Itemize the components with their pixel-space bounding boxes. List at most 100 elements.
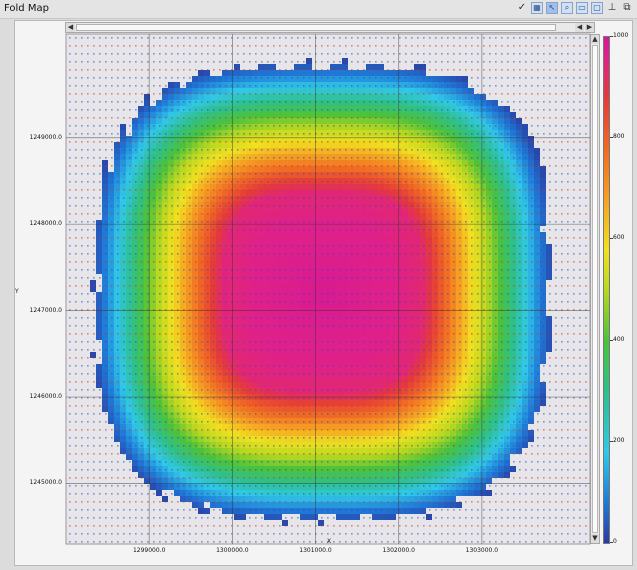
heatmap-cell <box>372 316 378 322</box>
heatmap-cell <box>354 244 360 250</box>
heatmap-cell <box>282 214 288 220</box>
dock-icon[interactable]: ⧉ <box>623 2 631 13</box>
heatmap-cell <box>234 142 240 148</box>
heatmap-cell <box>390 214 396 220</box>
heatmap-cell <box>210 142 216 148</box>
heatmap-cell <box>528 262 534 268</box>
check-icon[interactable]: ✓ <box>517 2 527 13</box>
heatmap-cell <box>420 406 426 412</box>
heatmap-cell <box>192 364 198 370</box>
heatmap-cell <box>432 400 438 406</box>
heatmap-cell <box>312 94 318 100</box>
heatmap-cell <box>216 406 222 412</box>
heatmap-cell <box>384 430 390 436</box>
heatmap-cell <box>414 400 420 406</box>
heatmap-cell <box>498 124 504 130</box>
heatmap-cell <box>156 244 162 250</box>
heatmap-cell <box>480 352 486 358</box>
heatmap-cell <box>210 472 216 478</box>
heatmap-cell <box>360 340 366 346</box>
heatmap-cell <box>366 262 372 268</box>
heatmap-cell <box>366 376 372 382</box>
heatmap-cell <box>414 472 420 478</box>
heatmap-cell <box>384 292 390 298</box>
heatmap-cell <box>150 358 156 364</box>
heatmap-cell <box>258 136 264 142</box>
heatmap-cell <box>132 358 138 364</box>
heatmap-cell <box>438 340 444 346</box>
heatmap-cell <box>402 196 408 202</box>
heatmap-cell <box>132 400 138 406</box>
heatmap-cell <box>258 430 264 436</box>
heatmap-cell <box>420 142 426 148</box>
heatmap-cell <box>474 208 480 214</box>
zoom-icon[interactable]: ⌕ <box>561 2 573 14</box>
vertical-scroll-thumb[interactable] <box>592 45 598 533</box>
select-icon[interactable]: ↖ <box>546 2 558 14</box>
heatmap-cell <box>294 340 300 346</box>
heatmap-cell <box>108 286 114 292</box>
horizontal-scroll-thumb[interactable] <box>76 24 556 31</box>
heatmap-cell <box>234 340 240 346</box>
heatmap-cell <box>354 232 360 238</box>
heatmap-cell <box>198 430 204 436</box>
heatmap-cell <box>240 292 246 298</box>
heatmap-cell <box>420 268 426 274</box>
heatmap-cell <box>264 454 270 460</box>
heatmap-cell <box>240 184 246 190</box>
heatmap-cell <box>330 286 336 292</box>
heatmap-cell <box>438 424 444 430</box>
heatmap-cell <box>318 424 324 430</box>
heatmap-cell <box>450 382 456 388</box>
heatmap-cell <box>240 238 246 244</box>
heatmap-cell <box>498 328 504 334</box>
heatmap-cell <box>456 208 462 214</box>
heatmap-cell <box>492 286 498 292</box>
scroll-up-icon[interactable]: ▲ <box>591 35 599 44</box>
heatmap-cell <box>144 184 150 190</box>
heatmap-cell <box>120 208 126 214</box>
heatmap-cell <box>264 478 270 484</box>
heatmap-cell <box>432 304 438 310</box>
heatmap-cell <box>186 232 192 238</box>
scroll-left-icon[interactable]: ◀ <box>66 23 75 32</box>
heatmap-cell <box>198 232 204 238</box>
heatmap-cell <box>504 286 510 292</box>
heatmap-cell <box>372 190 378 196</box>
heatmap-cell <box>408 424 414 430</box>
heatmap-cell <box>324 430 330 436</box>
scroll-left-end-icon[interactable]: ◀ <box>575 23 584 32</box>
heatmap-cell <box>288 70 294 76</box>
grid-icon[interactable]: ▦ <box>531 2 543 14</box>
heatmap-cell <box>378 310 384 316</box>
heatmap-cell <box>420 100 426 106</box>
heatmap-cell <box>354 100 360 106</box>
heatmap-cell <box>270 268 276 274</box>
heatmap-cell <box>414 376 420 382</box>
heatmap-cell <box>108 340 114 346</box>
heatmap-cell <box>228 388 234 394</box>
heatmap-cell <box>516 166 522 172</box>
heatmap-cell <box>276 256 282 262</box>
heatmap-cell <box>198 316 204 322</box>
heatmap-cell <box>456 352 462 358</box>
heatmap-cell <box>210 214 216 220</box>
heatmap-cell <box>174 478 180 484</box>
heatmap-cell <box>408 382 414 388</box>
heatmap-cell <box>318 166 324 172</box>
heatmap-cell <box>246 316 252 322</box>
heatmap-cell <box>126 232 132 238</box>
heatmap-cell <box>186 352 192 358</box>
heatmap-cell <box>414 196 420 202</box>
heatmap-cell <box>492 184 498 190</box>
heatmap-cell <box>426 400 432 406</box>
display-icon[interactable]: ▭ <box>576 2 588 14</box>
scroll-down-icon[interactable]: ▼ <box>591 534 599 543</box>
heatmap-cell <box>282 376 288 382</box>
scroll-right-icon[interactable]: ▶ <box>585 23 594 32</box>
heatmap-cell <box>372 358 378 364</box>
pin-icon[interactable]: ⊥ <box>607 2 617 13</box>
frame-icon[interactable]: ▢ <box>591 2 603 14</box>
horizontal-scrollbar[interactable]: ◀ ◀ ▶ <box>65 22 595 33</box>
